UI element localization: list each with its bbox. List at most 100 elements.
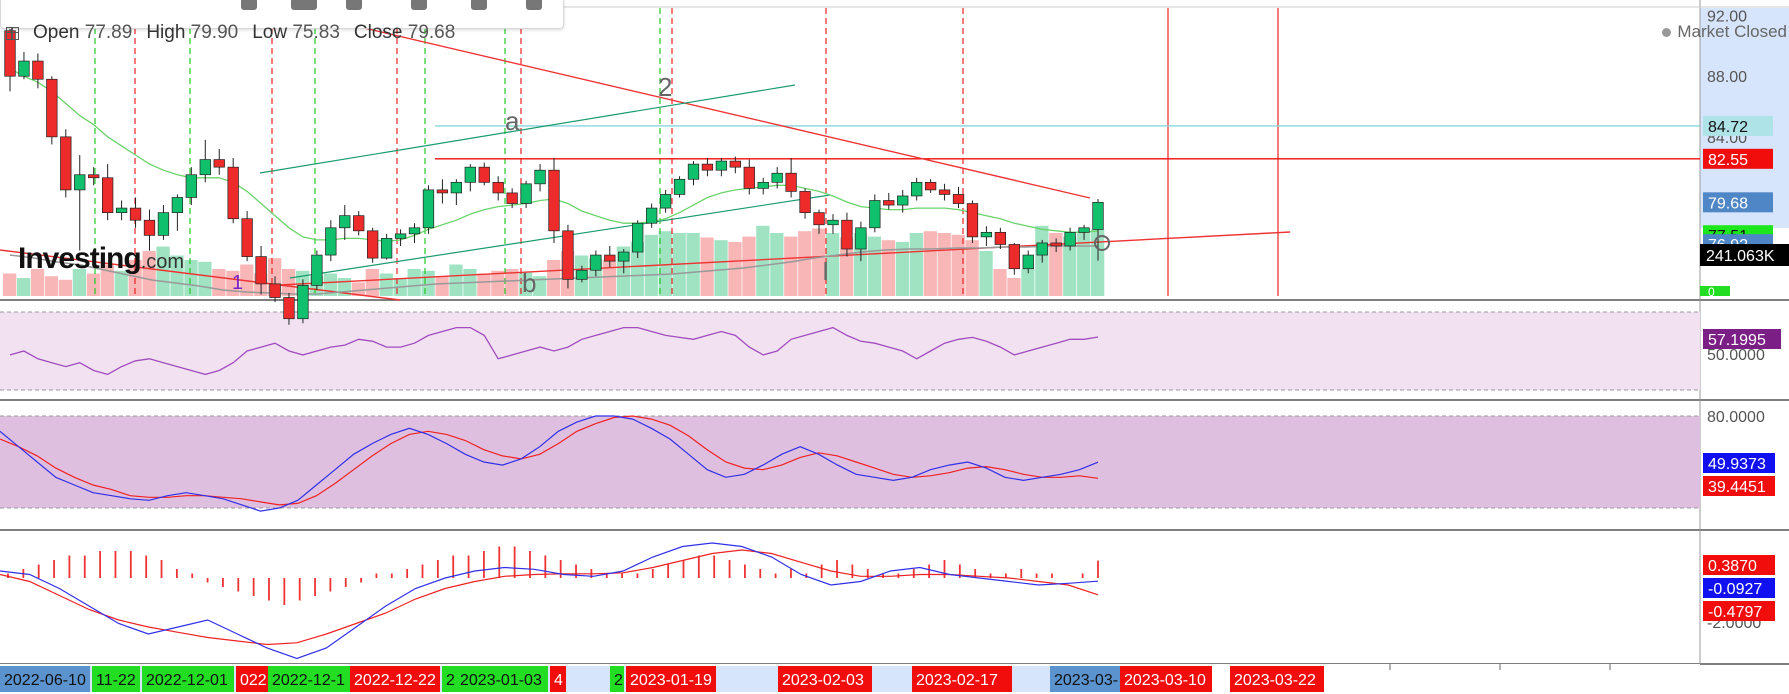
macd-badge [1703,555,1775,575]
volume-bar [1049,233,1063,296]
time-label: 11-22 [96,672,136,689]
channel-upper [259,84,796,174]
channel-lower [289,194,831,279]
volume-bar [198,261,212,296]
macd-signal-line [0,549,1099,646]
copy-icon[interactable] [346,0,362,10]
candle-body [408,227,421,235]
volume-bar [979,251,993,296]
candle-body [645,207,658,224]
volume-bar [491,270,505,296]
volume-bar [86,273,100,296]
volume-bar [282,269,296,296]
candle-body [813,212,825,226]
volume-bar [505,269,519,296]
volume-bar [630,242,644,296]
time-label: 2022-12-01 [146,672,228,689]
candle-body [311,254,323,286]
volume-bar [58,279,73,296]
time-label: 2022-12-1 [272,672,345,689]
candle-body [450,181,463,194]
macd-badge [1703,601,1775,621]
candle-body [938,189,951,195]
volume-bar [114,270,128,296]
candle-body [171,197,184,213]
time-label: 2 [614,672,623,689]
time-label-bg [626,666,716,692]
candle-body [548,169,560,232]
logo-text: Investing [18,242,142,275]
price-marker-circle [1094,234,1110,251]
volume-bar [993,269,1007,296]
volume-bar [923,231,937,296]
candle-body [18,60,30,77]
time-label-bg [456,666,548,692]
time-label-bg [1230,666,1324,692]
lock-icon[interactable] [411,0,427,10]
close-label: Close [353,22,403,43]
chart-toolbar [0,0,564,29]
trash-icon[interactable] [526,0,542,10]
grid-icon[interactable] [6,26,19,40]
candle-body [185,174,197,198]
candle-body [576,269,588,280]
low-label: Low [252,22,288,43]
candle-body [785,172,797,192]
candle-body [1078,227,1090,233]
candle-body [464,166,476,183]
candle-body [520,183,532,204]
volume-bar [72,269,87,296]
price-tick-label: 92.00 [1707,9,1747,26]
candle-body [380,238,393,259]
wave-label-2: 2 [658,72,673,102]
image-icon[interactable] [291,0,317,10]
candle-body [1050,242,1062,247]
volume-bar [937,233,951,296]
time-label-bg [268,666,350,692]
candle-body [367,230,379,259]
low-value: 75.83 [292,22,340,43]
price-badge-label: 84.72 [1708,119,1748,136]
trendline-support [279,231,1291,286]
candle-body [199,159,211,176]
volume-bar [44,276,59,296]
time-label-bg [350,666,440,692]
volume-bar [756,225,770,296]
candle-body [897,195,909,206]
candle-body [241,218,253,257]
candle-body [339,215,351,229]
volume-bar [477,273,491,296]
volume-bar [379,273,393,296]
time-label: 2023-02-03 [782,672,864,689]
stoch-k-line [0,415,1099,512]
macd-badge-label: -0.4797 [1708,604,1762,621]
macd-badge-label: 0.3870 [1708,558,1757,575]
time-label-bg [1120,666,1212,692]
time-label: 2 [446,672,455,689]
candle-body [255,256,267,285]
candle-body [115,207,128,213]
ohlc-legend: Open 77.89 High 79.90 Low 75.83 Close 79… [6,22,455,44]
time-label-bg [550,666,566,692]
market-status: Market Closed [1547,22,1789,42]
candle-body [966,203,979,238]
candle-body [492,181,504,194]
volume-bar [435,276,449,296]
stoch-badge-label: 39.4451 [1708,479,1766,496]
stoch-badge-label: 49.9373 [1708,456,1766,473]
volume-bar [798,231,812,296]
time-label-bg [1050,666,1120,692]
volume-bar [965,240,979,296]
rsi-badge [1703,329,1781,349]
candle-body [422,189,435,229]
eye-icon[interactable] [471,0,487,10]
time-label-bg [912,666,1012,692]
candle-body [743,166,755,189]
time-label: 022 [240,672,267,689]
volume-zero-badge [1700,286,1730,296]
candle-body [227,166,239,220]
volume-bar [212,269,226,296]
candle-body [60,136,72,191]
settings-icon[interactable] [241,0,257,10]
